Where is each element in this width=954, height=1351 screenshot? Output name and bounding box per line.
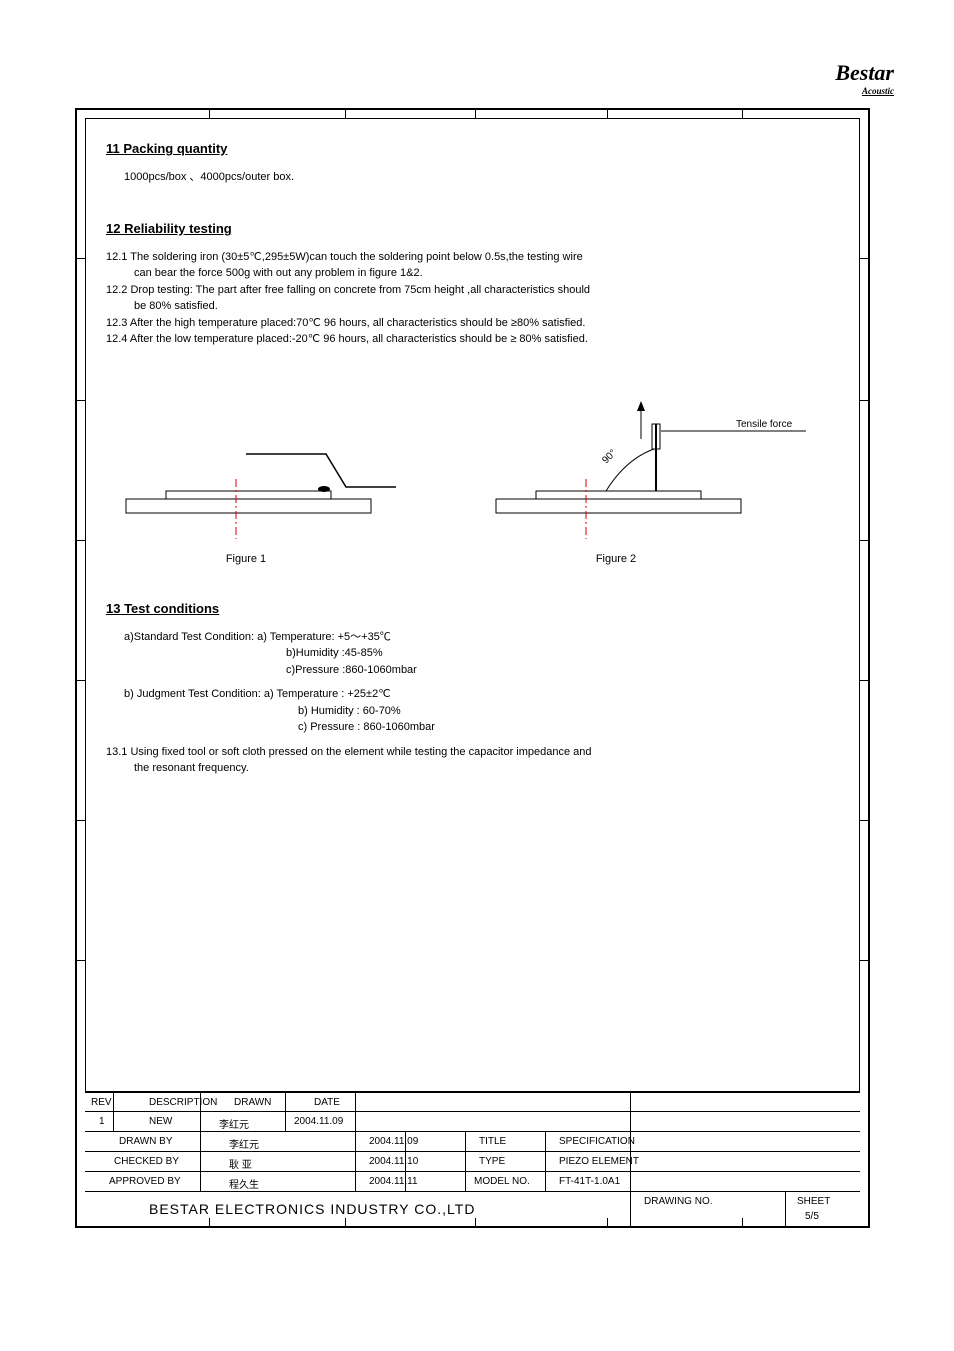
reliability-12-1-b: can bear the force 500g with out any pro… [134,265,839,282]
title-label: TITLE [475,1134,510,1149]
figures-area: Figure 1 Tensile force [106,399,839,569]
desc-value: NEW [145,1114,176,1129]
drawnby-date: 2004.11.09 [365,1134,422,1149]
drawn-label: DRAWN [230,1095,275,1110]
figure-2: Tensile force 90° Figure 2 [496,401,806,565]
checkedby-label: CHECKED BY [110,1154,183,1169]
sheet-value: 5/5 [801,1209,823,1224]
content-frame: 11 Packing quantity 1000pcs/box 、4000pcs… [85,118,860,1092]
figure-1-label: Figure 1 [226,553,266,565]
title-block: REV DESCRIPTION DRAWN DATE 1 NEW 李红元 200… [85,1092,860,1226]
type-label: TYPE [475,1154,509,1169]
type-value: PIEZO ELEMENT [555,1154,643,1169]
section-reliability: 12 Reliability testing 12.1 The solderin… [106,219,839,348]
figure-2-label: Figure 2 [596,553,636,565]
tc-6: c) Pressure : 860-1060mbar [298,719,839,736]
tc-1: a)Standard Test Condition: a) Temperatur… [124,629,839,646]
heading-packing: 11 Packing quantity [106,139,839,159]
desc-label: DESCRIPTION [145,1095,221,1110]
reliability-12-2-b: be 80% satisfied. [134,298,839,315]
rev-label: REV [87,1095,116,1110]
sheet-label: SHEET [793,1194,834,1209]
tc-8: the resonant frequency. [134,760,839,777]
checkedby-name: 耿 亚 [225,1154,256,1173]
drawnby-label: DRAWN BY [115,1134,177,1149]
title-right [685,1103,693,1107]
title-value: SPECIFICATION [555,1134,639,1149]
model-value: FT-41T-1.0A1 [555,1174,624,1189]
approvedby-label: APPROVED BY [105,1174,185,1189]
reliability-12-4-a: 12.4 After the low temperature placed:-2… [106,333,507,345]
drawnby-name: 李红元 [225,1134,263,1153]
tc-7: 13.1 Using fixed tool or soft cloth pres… [106,744,839,761]
heading-test-conditions: 13 Test conditions [106,599,839,619]
tc-4: b) Judgment Test Condition: a) Temperatu… [124,686,839,703]
reliability-12-3: 12.3 After the high temperature placed:7… [106,315,839,332]
section-test-conditions: 13 Test conditions a)Standard Test Condi… [106,599,839,777]
packing-text: 1000pcs/box 、4000pcs/outer box. [124,169,839,186]
figure-1: Figure 1 [126,454,396,565]
logo-text: Bestar [835,60,894,85]
reliability-12-4-b: 80% satisfied. [519,333,587,345]
approvedby-date: 2004.11.11 [365,1174,422,1189]
reliability-12-2-a: 12.2 Drop testing: The part after free f… [106,282,839,299]
figures-svg: Figure 1 Tensile force [106,399,856,569]
section-packing: 11 Packing quantity 1000pcs/box 、4000pcs… [106,139,839,185]
approvedby-name: 程久生 [225,1174,263,1193]
angle-label: 90° [600,448,618,466]
reliability-12-1-a: 12.1 The soldering iron (30±5℃,295±5W)ca… [106,249,839,266]
tc-5: b) Humidity : 60-70% [298,703,839,720]
gte-symbol: ≥ [510,333,516,345]
logo-subtext: Acoustic [835,86,894,96]
drawingno-label: DRAWING NO. [640,1194,717,1209]
rev-value: 1 [95,1114,109,1129]
date-label: DATE [310,1095,344,1110]
tc-2: b)Humidity :45-85% [286,645,839,662]
company-name: BESTAR ELECTRONICS INDUSTRY CO.,LTD [145,1199,479,1219]
date-value-1: 2004.11.09 [290,1114,347,1129]
model-label: MODEL NO. [470,1174,534,1189]
drawing-frame: 11 Packing quantity 1000pcs/box 、4000pcs… [75,108,870,1228]
tc-3: c)Pressure :860-1060mbar [286,662,839,679]
tensile-label: Tensile force [736,419,793,430]
brand-logo: Bestar Acoustic [835,60,894,96]
drawn-small: 李红元 [215,1114,253,1133]
heading-reliability: 12 Reliability testing [106,219,839,239]
checkedby-date: 2004.11.10 [365,1154,422,1169]
